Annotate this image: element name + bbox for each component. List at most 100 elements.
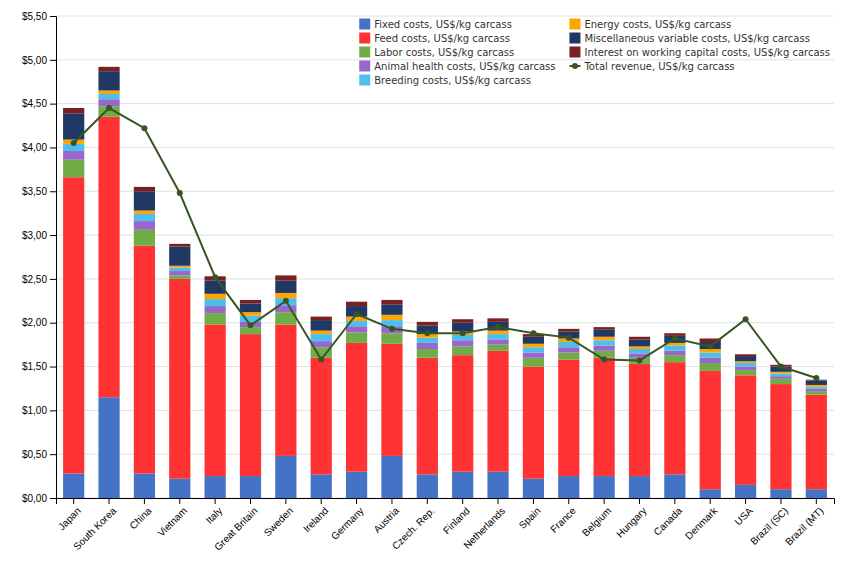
x-tick-label: Netherlands — [461, 505, 507, 551]
bar — [240, 300, 261, 304]
bar — [275, 281, 296, 293]
bar — [169, 266, 190, 268]
bar — [346, 302, 367, 306]
bar — [594, 340, 615, 345]
bar — [275, 324, 296, 455]
bar-series — [63, 94, 827, 388]
x-tick-mark — [462, 498, 463, 504]
x-tick-label: Belgium — [580, 505, 613, 538]
bar — [629, 349, 650, 353]
x-tick: Austria — [371, 498, 401, 535]
line-marker — [601, 357, 607, 363]
bar — [311, 331, 332, 335]
bar — [700, 489, 721, 498]
x-tick-mark — [533, 498, 534, 504]
x-tick-mark — [215, 498, 216, 504]
bar — [205, 313, 226, 324]
y-tick: $0,50 — [22, 449, 56, 460]
bar — [735, 363, 756, 367]
legend-label: Interest on working capital costs, US$/k… — [584, 47, 830, 58]
legend-swatch — [569, 19, 580, 30]
bar — [806, 391, 827, 395]
x-tick: Sweden — [262, 498, 295, 538]
bar — [735, 370, 756, 375]
x-tick-label: Canada — [652, 505, 685, 538]
bar — [735, 354, 756, 356]
legend-swatch — [359, 19, 370, 30]
grid-line — [56, 16, 834, 17]
bar — [381, 456, 402, 498]
legend-label: Breeding costs, US$/kg carcass — [374, 75, 531, 86]
legend-label: Miscellaneous variable costs, US$/kg car… — [584, 33, 809, 44]
bar — [98, 397, 119, 498]
y-tick: $5,00 — [22, 55, 56, 66]
x-tick-mark — [745, 498, 746, 504]
bar — [487, 331, 508, 335]
bar — [98, 71, 119, 90]
x-tick: Spain — [517, 498, 543, 531]
bar — [523, 479, 544, 498]
bar — [452, 472, 473, 498]
legend-swatch — [359, 61, 370, 72]
legend-item: Energy costs, US$/kg carcass — [569, 19, 731, 30]
bar — [63, 160, 84, 178]
y-tick: $1,00 — [22, 405, 56, 416]
bar — [311, 334, 332, 341]
bar — [134, 187, 155, 191]
y-axis-line — [50, 17, 57, 499]
line-marker — [672, 336, 678, 342]
bar — [806, 388, 827, 391]
bar-series — [63, 106, 827, 394]
x-tick-mark — [109, 498, 110, 504]
bar — [558, 347, 579, 352]
bar — [346, 306, 367, 317]
bar — [700, 371, 721, 489]
x-tick-label: Brazil (MT) — [783, 505, 825, 547]
marks — [63, 67, 827, 498]
bar — [735, 361, 756, 363]
bar — [523, 367, 544, 479]
bar — [558, 353, 579, 360]
bar-series — [63, 71, 827, 385]
bar — [806, 395, 827, 490]
bar — [664, 355, 685, 362]
bar — [487, 334, 508, 339]
bar — [346, 343, 367, 472]
bar — [381, 333, 402, 344]
y-tick: $2,50 — [22, 274, 56, 285]
x-tick-label: USA — [732, 505, 755, 528]
chart: $0,00$0,50$1,00$1,50$2,00$2,50$3,00$3,50… — [0, 0, 850, 582]
bar — [98, 90, 119, 94]
bar — [487, 345, 508, 351]
x-tick-mark — [568, 498, 569, 504]
y-tick: $1,50 — [22, 361, 56, 372]
x-tick: Vietnam — [155, 498, 189, 539]
bar — [240, 476, 261, 498]
x-tick: Czech. Rep. — [390, 498, 437, 552]
legend-column: Fixed costs, US$/kg carcassFeed costs, U… — [359, 19, 555, 86]
x-tick-mark — [816, 498, 817, 504]
bar — [452, 355, 473, 472]
bar — [452, 323, 473, 332]
bar — [523, 344, 544, 348]
x-tick: South Korea — [71, 498, 118, 552]
line-marker — [566, 335, 572, 341]
bar — [594, 346, 615, 351]
bar — [558, 476, 579, 498]
y-tick-mark — [50, 191, 56, 192]
y-tick-mark — [50, 279, 56, 280]
line-marker — [389, 326, 395, 332]
y-tick-label: $3,50 — [22, 186, 47, 197]
bar — [169, 279, 190, 479]
bar — [134, 230, 155, 246]
legend-item: Miscellaneous variable costs, US$/kg car… — [569, 33, 809, 44]
bar — [98, 117, 119, 397]
bar — [205, 324, 226, 476]
x-tick-label: Sweden — [262, 505, 295, 538]
x-tick: Finland — [441, 498, 472, 536]
x-tick-label: Great Britain — [212, 505, 259, 552]
x-tick-mark — [250, 498, 251, 504]
bar — [558, 360, 579, 477]
bar — [311, 317, 332, 321]
bar — [98, 94, 119, 99]
